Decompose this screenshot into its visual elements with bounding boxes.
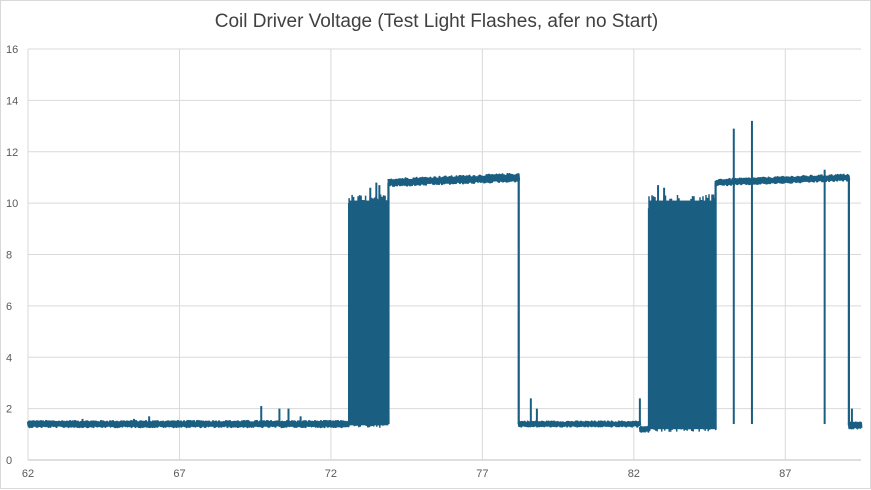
y-tick-label: 14 bbox=[6, 95, 18, 107]
series-line-segment bbox=[638, 425, 651, 433]
x-tick-label: 67 bbox=[173, 468, 185, 480]
y-tick-label: 8 bbox=[6, 250, 12, 262]
series-line-segment bbox=[517, 420, 642, 428]
y-tick-label: 6 bbox=[6, 301, 12, 313]
series-line-segment bbox=[387, 173, 521, 187]
x-tick-label: 72 bbox=[325, 468, 337, 480]
y-tick-label: 16 bbox=[6, 44, 18, 56]
x-tick-label: 77 bbox=[476, 468, 488, 480]
x-tick-label: 87 bbox=[779, 468, 791, 480]
oscillation-line bbox=[348, 194, 390, 428]
y-tick-label: 10 bbox=[6, 198, 18, 210]
y-tick-label: 0 bbox=[6, 455, 12, 467]
chart-title: Coil Driver Voltage (Test Light Flashes,… bbox=[214, 11, 659, 32]
oscillation-line bbox=[648, 194, 717, 432]
y-tick-label: 12 bbox=[6, 147, 18, 159]
x-tick-label: 62 bbox=[22, 468, 34, 480]
y-tick-label: 2 bbox=[6, 404, 12, 416]
series-line-segment bbox=[26, 419, 351, 429]
series-line-segment bbox=[714, 173, 851, 187]
x-tick-label: 82 bbox=[628, 468, 640, 480]
y-tick-label: 4 bbox=[6, 352, 12, 364]
series-line-segment bbox=[847, 421, 863, 430]
